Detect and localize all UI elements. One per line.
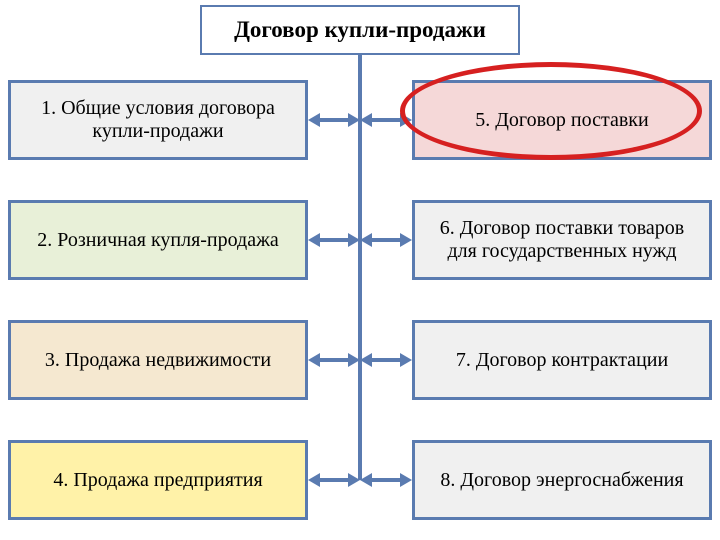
arrow-head-icon <box>400 233 412 247</box>
title-text: Договор купли-продажи <box>234 17 486 43</box>
node-1: 1. Общие условия договора купли-продажи <box>8 80 308 160</box>
arrow-head-icon <box>308 233 320 247</box>
arrow-head-icon <box>348 473 360 487</box>
arrow-head-icon <box>400 353 412 367</box>
diagram-title: Договор купли-продажи <box>200 5 520 55</box>
connector-right-1 <box>370 118 402 122</box>
node-4: 4. Продажа предприятия <box>8 440 308 520</box>
connector-left-2 <box>318 238 350 242</box>
connector-right-3 <box>370 358 402 362</box>
arrow-head-icon <box>348 353 360 367</box>
arrow-head-icon <box>360 113 372 127</box>
arrow-head-icon <box>308 353 320 367</box>
node-2: 2. Розничная купля-продажа <box>8 200 308 280</box>
highlight-ellipse <box>400 62 702 160</box>
node-6-text: 6. Договор поставки товаров для государс… <box>425 217 699 263</box>
arrow-head-icon <box>360 473 372 487</box>
node-2-text: 2. Розничная купля-продажа <box>37 229 279 252</box>
arrow-head-icon <box>348 113 360 127</box>
connector-right-2 <box>370 238 402 242</box>
connector-right-4 <box>370 478 402 482</box>
arrow-head-icon <box>308 113 320 127</box>
arrow-head-icon <box>348 233 360 247</box>
node-1-text: 1. Общие условия договора купли-продажи <box>21 97 295 143</box>
connector-left-3 <box>318 358 350 362</box>
arrow-head-icon <box>360 233 372 247</box>
node-7: 7. Договор контрактации <box>412 320 712 400</box>
node-8-text: 8. Договор энергоснабжения <box>440 469 683 492</box>
connector-left-1 <box>318 118 350 122</box>
arrow-head-icon <box>360 353 372 367</box>
node-7-text: 7. Договор контрактации <box>456 349 668 372</box>
node-8: 8. Договор энергоснабжения <box>412 440 712 520</box>
connector-left-4 <box>318 478 350 482</box>
arrow-head-icon <box>400 473 412 487</box>
node-6: 6. Договор поставки товаров для государс… <box>412 200 712 280</box>
arrow-head-icon <box>308 473 320 487</box>
node-3: 3. Продажа недвижимости <box>8 320 308 400</box>
node-4-text: 4. Продажа предприятия <box>53 469 262 492</box>
node-3-text: 3. Продажа недвижимости <box>45 349 271 372</box>
